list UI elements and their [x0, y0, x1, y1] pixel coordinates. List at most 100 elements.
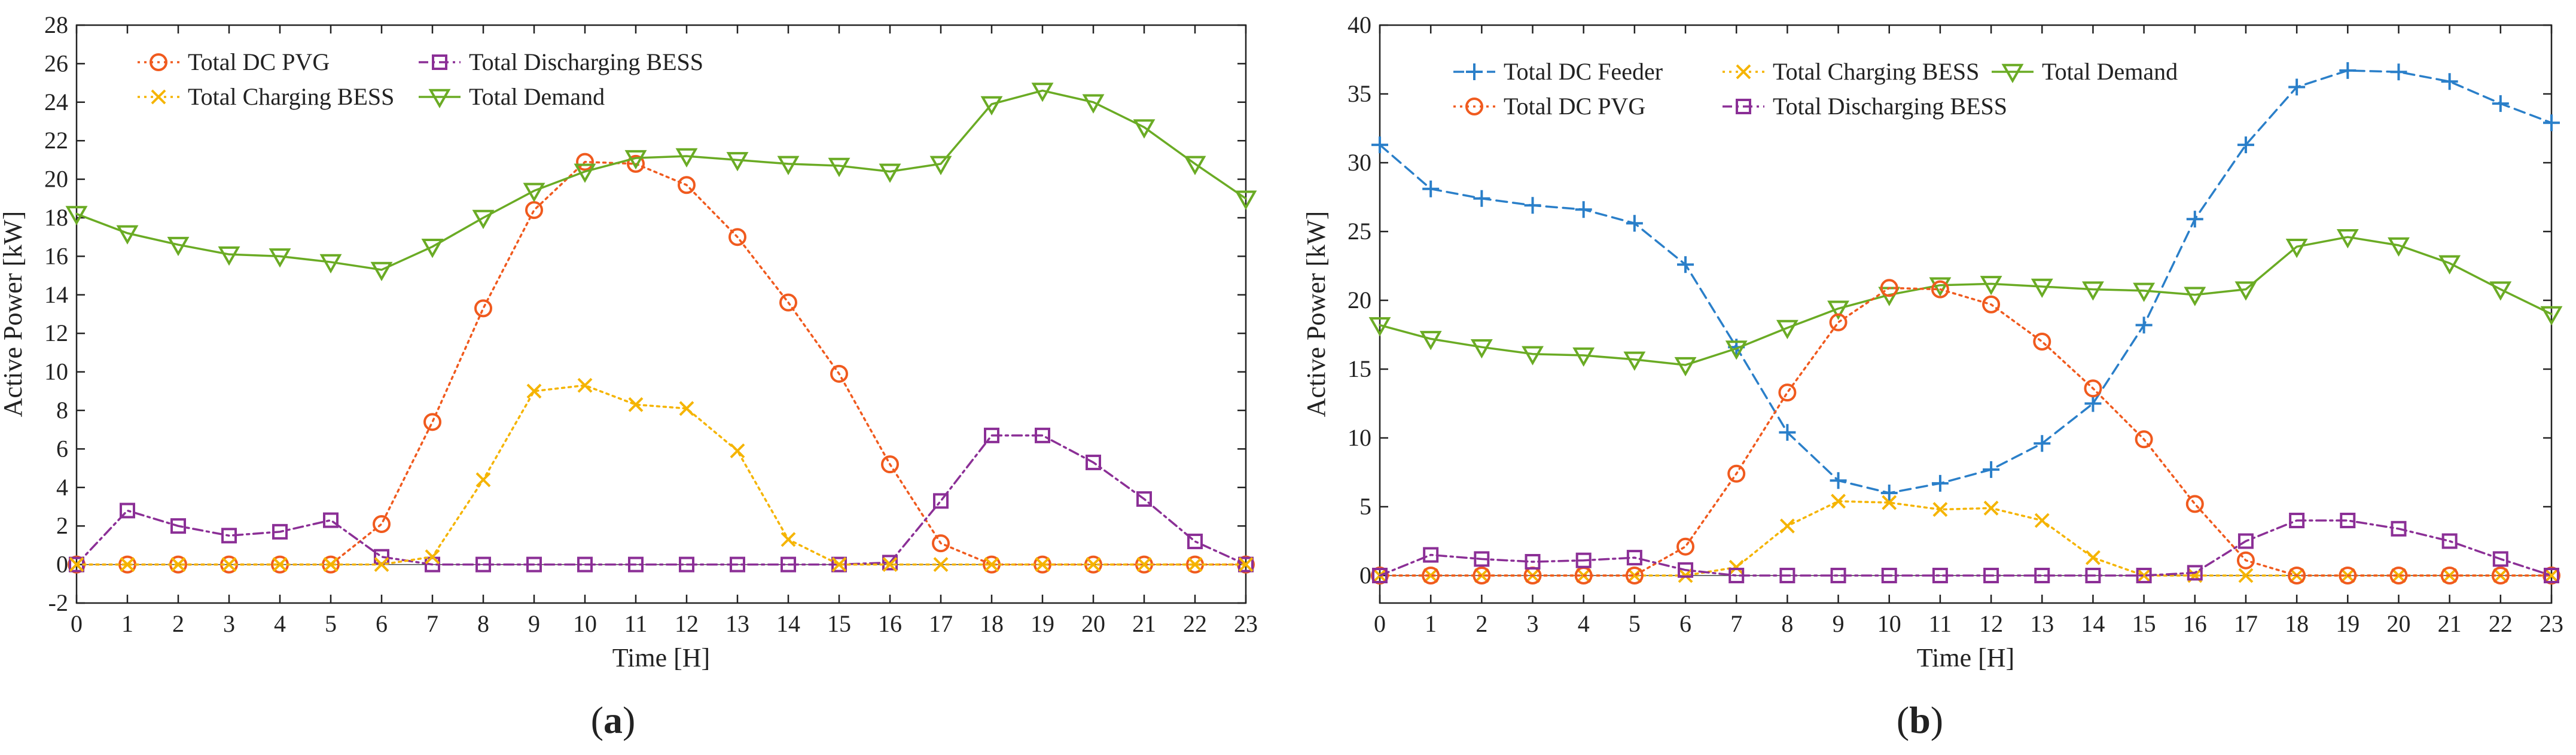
- data-point: [933, 493, 949, 509]
- data-point: [1524, 197, 1541, 214]
- x-tick-label: 11: [624, 610, 648, 637]
- legend-label: Total Demand: [469, 83, 605, 110]
- data-point: [980, 96, 1003, 116]
- x-tick-label: 10: [1877, 610, 1901, 637]
- x-tick-label: 7: [1730, 610, 1742, 637]
- y-axis-title: Active Power [kW]: [0, 211, 28, 418]
- data-point: [1931, 280, 1949, 299]
- x-tick-label: 7: [426, 610, 438, 637]
- x-tick-label: 15: [2132, 610, 2156, 637]
- data-point: [831, 556, 847, 573]
- data-point: [525, 201, 543, 220]
- legend-marker: [1466, 63, 1483, 80]
- data-point: [1133, 119, 1156, 139]
- data-point: [373, 515, 391, 533]
- data-point: [1035, 427, 1050, 443]
- data-point: [2031, 278, 2053, 299]
- data-point: [1625, 567, 1644, 584]
- x-tick-label: 18: [980, 610, 1004, 637]
- legend-entry: Total Demand: [419, 83, 605, 110]
- data-point: [1678, 562, 1694, 578]
- data-point: [1779, 568, 1795, 583]
- data-point: [984, 557, 999, 573]
- data-point: [730, 556, 745, 573]
- data-point: [933, 557, 949, 573]
- x-tick-label: 0: [71, 610, 83, 637]
- data-point: [679, 556, 694, 573]
- y-tick-label: 0: [56, 551, 68, 578]
- data-point: [2081, 281, 2104, 301]
- data-point: [1728, 568, 1745, 583]
- chart-b: 0 1 2 3 4 5 6 7 8 9 10 11 12 13 14 15 16 17 18 19 20 21 22 2305…: [1301, 11, 2563, 741]
- x-tick-label: 20: [2386, 610, 2410, 637]
- data-point: [1776, 319, 1798, 340]
- data-point: [2285, 239, 2308, 258]
- data-point: [1983, 568, 1999, 583]
- data-point: [2234, 281, 2257, 301]
- data-point: [2135, 316, 2153, 334]
- data-point: [272, 523, 288, 540]
- data-point: [2288, 78, 2306, 96]
- legend-entry: Total DC PVG: [1453, 93, 1645, 120]
- x-tick-label: 15: [827, 610, 851, 637]
- y-tick-label: 8: [56, 397, 68, 424]
- data-point: [781, 532, 796, 547]
- data-point: [2339, 567, 2357, 584]
- data-point: [2391, 568, 2406, 583]
- legend-marker: [1465, 98, 1483, 115]
- data-point: [1525, 554, 1541, 570]
- x-tick-label: 22: [1183, 610, 1207, 637]
- data-point: [1983, 500, 1999, 516]
- x-tick-label: 6: [376, 610, 388, 637]
- data-point: [1423, 547, 1439, 563]
- data-point: [831, 557, 847, 573]
- y-tick-label: 18: [44, 204, 68, 231]
- series-line: [75, 384, 1247, 566]
- data-point: [577, 378, 593, 393]
- data-point: [726, 152, 749, 172]
- x-tick-label: 17: [929, 610, 953, 637]
- series-line: [1379, 519, 2553, 577]
- x-tick-label: 16: [878, 610, 902, 637]
- data-point: [730, 443, 745, 459]
- data-point: [1187, 557, 1203, 573]
- data-point: [120, 557, 135, 573]
- data-point: [1725, 340, 1748, 360]
- data-point: [475, 472, 491, 488]
- data-point: [781, 556, 796, 573]
- data-point: [323, 512, 339, 528]
- data-point: [2135, 430, 2153, 449]
- data-point: [2440, 567, 2459, 584]
- data-point: [1422, 567, 1440, 584]
- data-point: [170, 518, 186, 534]
- y-tick-label: 16: [44, 242, 68, 269]
- y-tick-label: 20: [1348, 287, 1371, 313]
- series-total-charging-bess: [1372, 494, 2559, 583]
- data-point: [1831, 494, 1846, 509]
- data-point: [1234, 190, 1257, 210]
- data-point: [272, 557, 288, 573]
- data-point: [2492, 95, 2509, 112]
- data-point: [526, 383, 542, 399]
- data-point: [1677, 256, 1694, 273]
- data-point: [423, 413, 441, 431]
- data-point: [576, 153, 594, 171]
- legend-marker: [1736, 99, 1751, 114]
- series-total-charging-bess: [69, 378, 1254, 573]
- data-point: [2034, 513, 2050, 528]
- panel-label-open: (: [1897, 699, 1909, 741]
- legend-label: Total Demand: [2042, 58, 2178, 85]
- x-tick-label: 12: [675, 610, 699, 637]
- y-tick-label: 5: [1359, 493, 1371, 520]
- data-point: [1932, 502, 1948, 517]
- data-point: [1187, 533, 1203, 549]
- series-total-dc-feeder: [1371, 62, 2560, 501]
- y-tick-label: 30: [1348, 149, 1371, 176]
- data-point: [1728, 559, 1744, 575]
- legend-label: Total DC PVG: [1504, 93, 1645, 120]
- data-point: [2034, 435, 2051, 452]
- data-point: [675, 148, 698, 168]
- y-tick-label: 28: [44, 11, 68, 38]
- data-point: [828, 157, 850, 178]
- x-tick-label: 14: [776, 610, 800, 637]
